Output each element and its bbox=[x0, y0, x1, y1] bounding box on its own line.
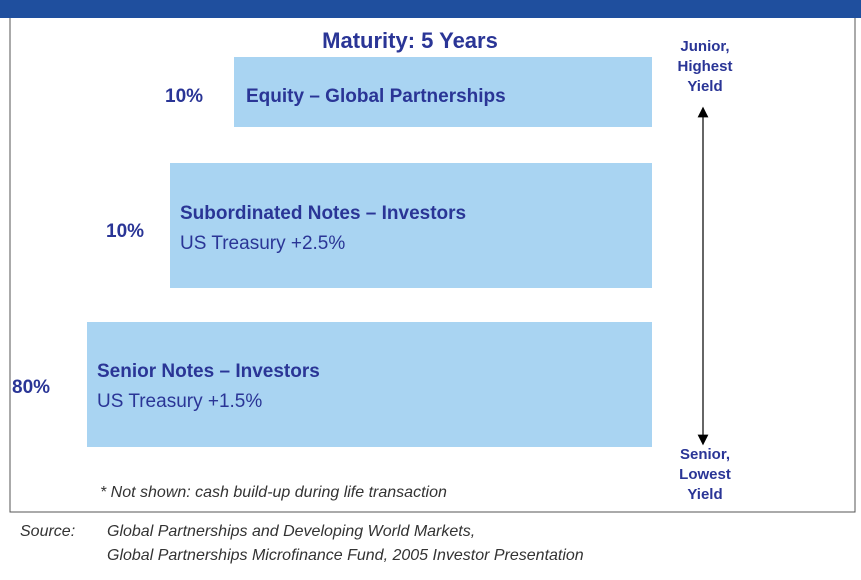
tranche-percent: 80% bbox=[12, 377, 50, 398]
source-line: Global Partnerships and Developing World… bbox=[107, 523, 475, 540]
header-bar bbox=[0, 0, 861, 18]
axis-top-label: Yield bbox=[687, 78, 722, 95]
tranche-box bbox=[170, 163, 652, 288]
frame bbox=[9, 18, 856, 513]
axis-bottom-label: Senior, bbox=[680, 446, 730, 463]
source-line: Global Partnerships Microfinance Fund, 2… bbox=[107, 547, 584, 564]
tranche-name: Subordinated Notes – Investors bbox=[180, 203, 466, 224]
tranche-percent: 10% bbox=[165, 86, 203, 107]
axis-top-label: Junior, bbox=[680, 38, 729, 55]
tranche-detail: US Treasury +1.5% bbox=[97, 391, 262, 412]
footnote: * Not shown: cash build-up during life t… bbox=[100, 484, 447, 501]
tranche-name: Senior Notes – Investors bbox=[97, 361, 320, 382]
title: Maturity: 5 Years bbox=[322, 28, 498, 53]
tranche-name: Equity – Global Partnerships bbox=[246, 86, 506, 107]
axis-bottom-label: Lowest bbox=[679, 466, 731, 483]
axis-bottom-label: Yield bbox=[687, 486, 722, 503]
tranche-detail: US Treasury +2.5% bbox=[180, 233, 345, 254]
tranche-percent: 10% bbox=[106, 221, 144, 242]
source-label: Source: bbox=[20, 523, 75, 540]
tranche-box bbox=[87, 322, 652, 447]
tranche-box bbox=[234, 57, 652, 127]
axis-top-label: Highest bbox=[677, 58, 732, 75]
